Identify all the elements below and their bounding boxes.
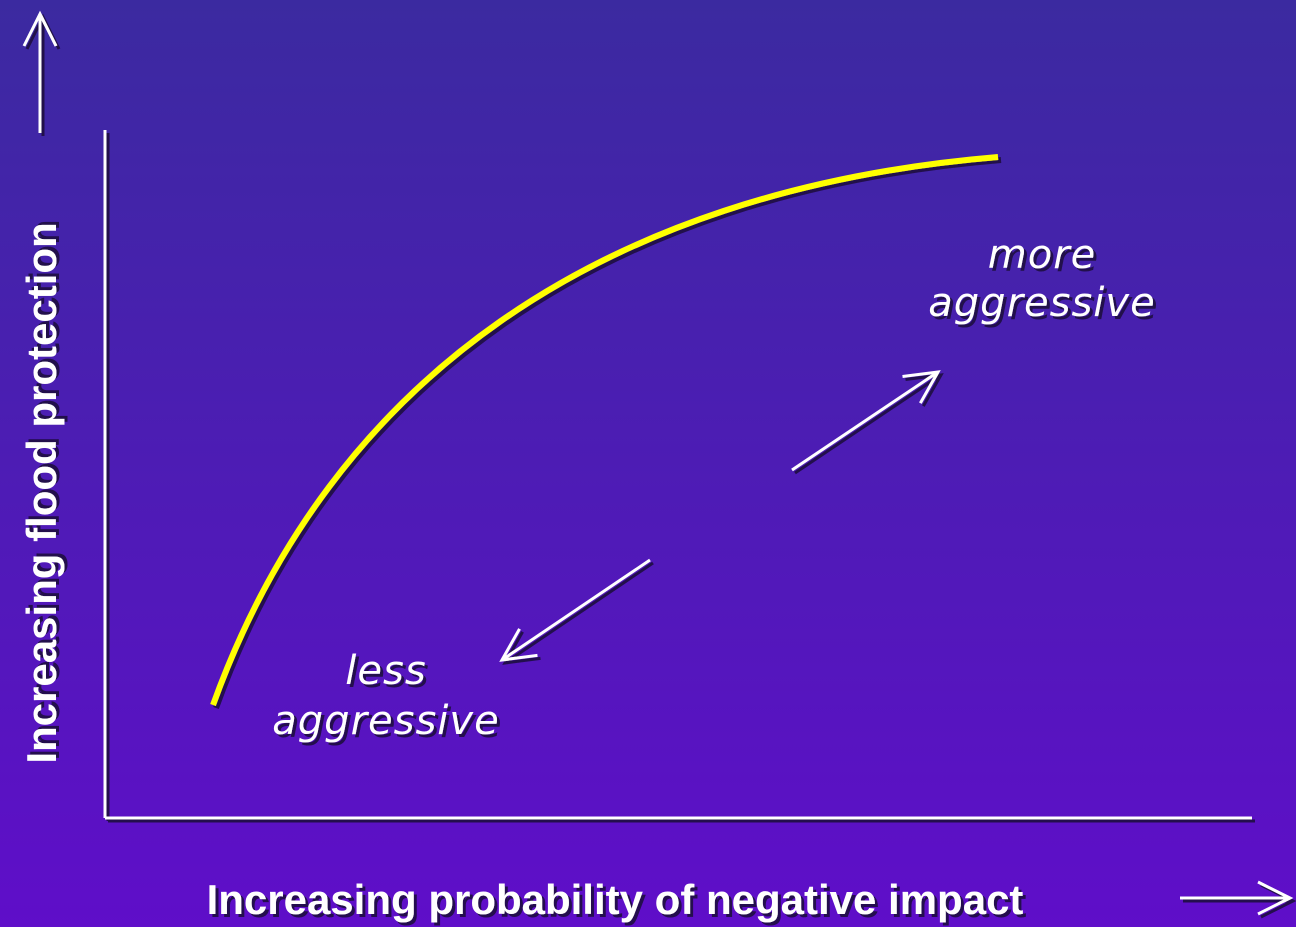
arrow-up-right	[791, 370, 941, 472]
y-axis-label: Increasing flood protection	[18, 222, 65, 763]
curve	[210, 154, 999, 707]
x-axis-label: Increasing probability of negative impac…	[207, 876, 1024, 923]
annotation-line: aggressive	[928, 280, 1155, 326]
arrow-down-left	[499, 558, 651, 662]
annotation-line: aggressive	[272, 698, 499, 744]
annotation-line: more	[988, 232, 1097, 278]
axes	[103, 130, 1252, 820]
annotation-line: less	[345, 648, 426, 694]
